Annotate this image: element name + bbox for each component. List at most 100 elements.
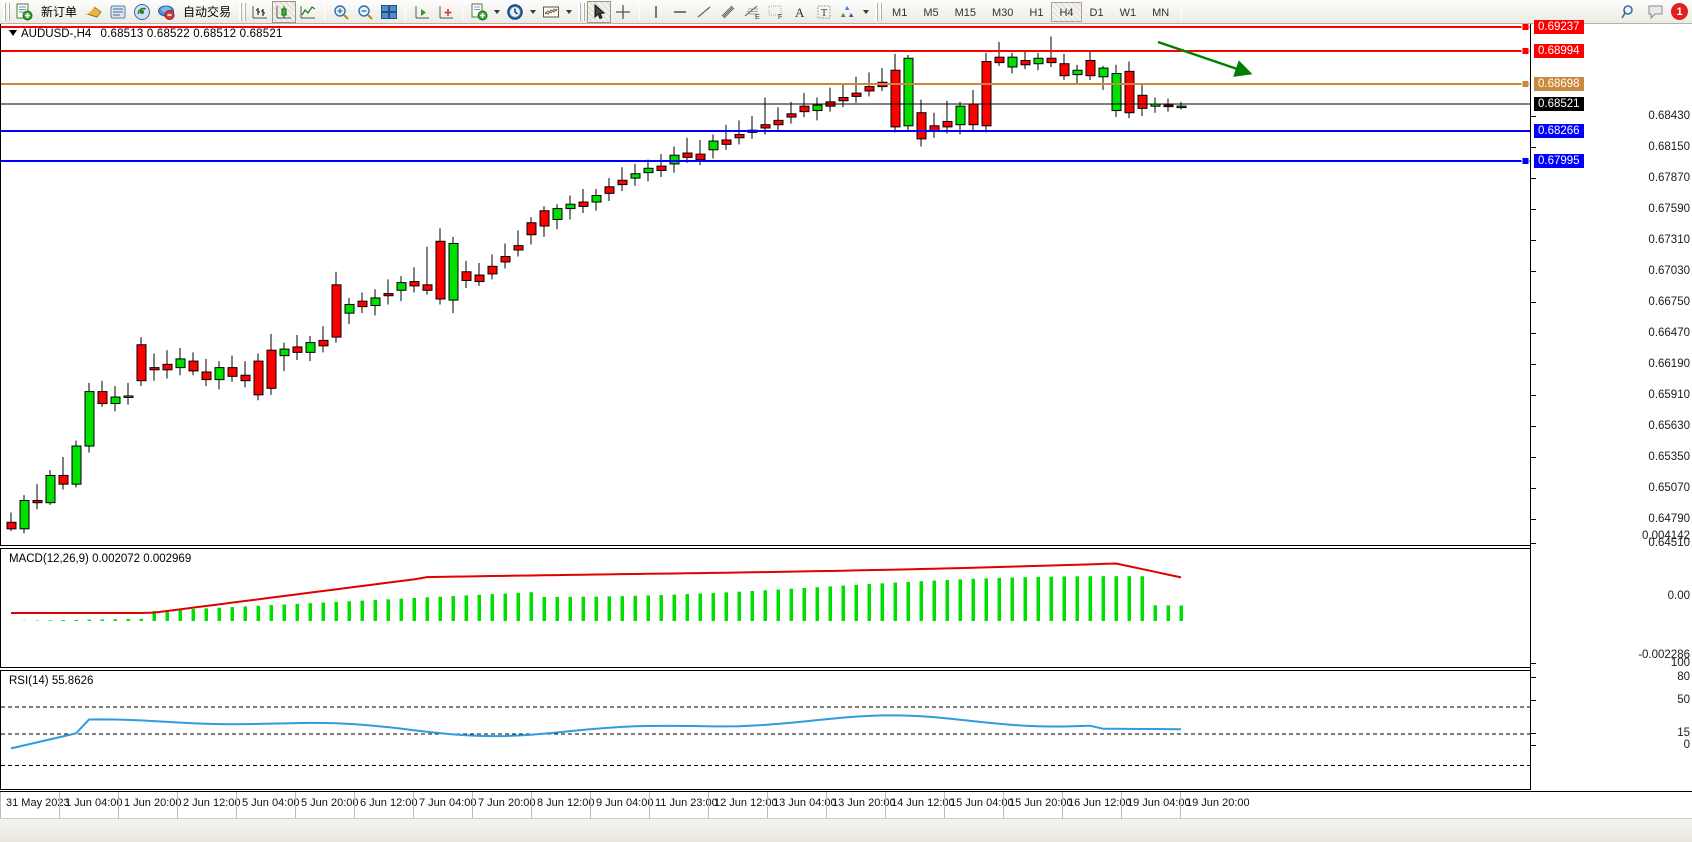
price-tick <box>1531 488 1536 489</box>
time-tick-label: 19 Jun 04:00 <box>1127 797 1191 809</box>
alerts-icon[interactable] <box>1641 1 1671 23</box>
price-tick-label: 0.64510 <box>1648 537 1690 549</box>
price-tick-label: 0.67590 <box>1648 203 1690 215</box>
price-level-lines[interactable] <box>1 24 1530 546</box>
shapes-dropdown-icon[interactable] <box>863 9 870 14</box>
price-tick-label: 0.68150 <box>1648 141 1690 153</box>
text-box-icon[interactable]: T <box>812 1 836 23</box>
rsi-tick <box>1531 663 1536 664</box>
fibonacci-icon[interactable]: E <box>740 1 764 23</box>
macd-tick-label: -0.002286 <box>1638 649 1690 661</box>
vertical-line-icon[interactable] <box>644 1 668 23</box>
shift-end-icon[interactable] <box>410 1 434 23</box>
price-tick <box>1531 147 1536 148</box>
drawing-tools-grip[interactable] <box>578 2 586 21</box>
rsi-tick-label: 15 <box>1677 727 1690 739</box>
tile-windows-icon[interactable] <box>377 1 401 23</box>
time-tick-label: 5 Jun 04:00 <box>242 797 300 809</box>
trendline-icon[interactable] <box>692 1 716 23</box>
price-tick-label: 0.66750 <box>1648 296 1690 308</box>
price-level-label-support-1[interactable]: 0.68266 <box>1534 124 1584 138</box>
equidistant-channel-icon[interactable] <box>716 1 740 23</box>
price-tick <box>1531 395 1536 396</box>
new-chart-dropdown-icon[interactable] <box>494 9 501 14</box>
price-tick-label: 0.67310 <box>1648 234 1690 246</box>
timeframe-d1[interactable]: D1 <box>1089 6 1104 19</box>
time-tick-label: 14 Jun 12:00 <box>891 797 955 809</box>
timeframe-grip[interactable] <box>875 2 883 21</box>
macd-pane[interactable]: MACD(12,26,9) 0.002072 0.002969 <box>0 548 1530 668</box>
text-label-icon[interactable]: F <box>764 1 788 23</box>
timeframe-m1[interactable]: M1 <box>892 6 908 19</box>
time-tick-label: 31 May 2023 <box>6 797 70 809</box>
price-tick-label: 0.65910 <box>1648 389 1690 401</box>
expert-advisors-icon[interactable] <box>106 1 130 23</box>
chart-container[interactable]: AUDUSD-,H4 0.68513 0.68522 0.68512 0.685… <box>0 20 1692 842</box>
signals-icon[interactable] <box>130 1 154 23</box>
price-tick <box>1531 364 1536 365</box>
price-tick-label: 0.65350 <box>1648 451 1690 463</box>
time-tick <box>177 792 178 818</box>
time-tick <box>472 792 473 818</box>
timeframe-m30[interactable]: M30 <box>992 6 1014 19</box>
toolbar-grip[interactable] <box>3 2 10 21</box>
search-icon[interactable] <box>1617 1 1641 23</box>
timeframe-w1[interactable]: W1 <box>1119 6 1137 19</box>
price-level-label-bid-price[interactable]: 0.68521 <box>1534 97 1584 111</box>
price-level-label-resistance-2[interactable]: 0.69237 <box>1534 20 1584 34</box>
time-tick-label: 7 Jun 20:00 <box>478 797 536 809</box>
indicators-icon[interactable] <box>82 1 106 23</box>
time-tick-label: 7 Jun 04:00 <box>419 797 477 809</box>
price-level-label-support-2[interactable]: 0.67995 <box>1534 154 1584 168</box>
timeframe-h4[interactable]: H4 <box>1051 1 1082 22</box>
period-dropdown-icon[interactable] <box>530 9 537 14</box>
bar-chart-icon[interactable] <box>248 1 272 23</box>
rsi-pane[interactable]: RSI(14) 55.8626 <box>0 670 1530 790</box>
time-tick <box>413 792 414 818</box>
down-trend-arrow[interactable] <box>1 24 1530 546</box>
time-tick-label: 16 Jun 12:00 <box>1068 797 1132 809</box>
cursor-icon[interactable] <box>587 0 612 23</box>
zoom-out-icon[interactable] <box>353 1 377 23</box>
ohlc-values: 0.68513 0.68522 0.68512 0.68521 <box>100 28 283 40</box>
text-icon[interactable]: A <box>788 1 812 23</box>
time-tick <box>708 792 709 818</box>
timeframe-m15[interactable]: M15 <box>954 6 976 19</box>
time-tick <box>885 792 886 818</box>
time-tick <box>118 792 119 818</box>
indicator-list-icon[interactable] <box>539 1 563 23</box>
timeframe-m5[interactable]: M5 <box>923 6 939 19</box>
shapes-icon[interactable] <box>836 1 860 23</box>
price-axis[interactable]: 0.68430 0.68150 0.67870 0.67590 0.67310 0.670… <box>1530 20 1692 790</box>
toolbar-separator-3 <box>462 2 464 21</box>
chart-collapse-icon[interactable] <box>9 30 17 36</box>
period-icon[interactable] <box>503 1 527 23</box>
price-level-label-resistance-1[interactable]: 0.68994 <box>1534 44 1584 58</box>
auto-trading-icon[interactable] <box>154 1 178 23</box>
new-order-icon[interactable] <box>12 1 36 23</box>
time-axis[interactable]: 31 May 2023 1 Jun 04:00 1 Jun 20:00 2 Jun 1… <box>0 791 1692 818</box>
crosshair-icon[interactable] <box>611 1 635 23</box>
time-tick-label: 13 Jun 20:00 <box>832 797 896 809</box>
price-tick <box>1531 519 1536 520</box>
new-chart-icon[interactable] <box>467 1 491 23</box>
auto-trading-button[interactable]: 自动交易 <box>183 5 232 19</box>
price-tick <box>1531 457 1536 458</box>
indicator-dropdown-icon[interactable] <box>566 9 573 14</box>
horizontal-line-icon[interactable] <box>668 1 692 23</box>
rsi-tick-label: 50 <box>1677 694 1690 706</box>
timeframe-mn[interactable]: MN <box>1152 6 1170 19</box>
timeframe-h1[interactable]: H1 <box>1029 6 1044 19</box>
time-tick <box>59 792 60 818</box>
zoom-in-icon[interactable] <box>329 1 353 23</box>
autoscroll-icon[interactable] <box>434 1 458 23</box>
line-chart-icon[interactable] <box>296 1 320 23</box>
new-order-button[interactable]: 新订单 <box>41 5 78 19</box>
time-tick-label: 15 Jun 20:00 <box>1009 797 1073 809</box>
price-pane[interactable]: AUDUSD-,H4 0.68513 0.68522 0.68512 0.685… <box>0 24 1530 546</box>
alerts-count-badge[interactable]: 1 <box>1671 3 1688 20</box>
chart-type-grip[interactable] <box>239 2 247 21</box>
price-tick-label: 0.67870 <box>1648 172 1690 184</box>
price-level-label-pivot[interactable]: 0.68698 <box>1534 77 1584 91</box>
candlestick-chart-icon[interactable] <box>272 0 297 23</box>
